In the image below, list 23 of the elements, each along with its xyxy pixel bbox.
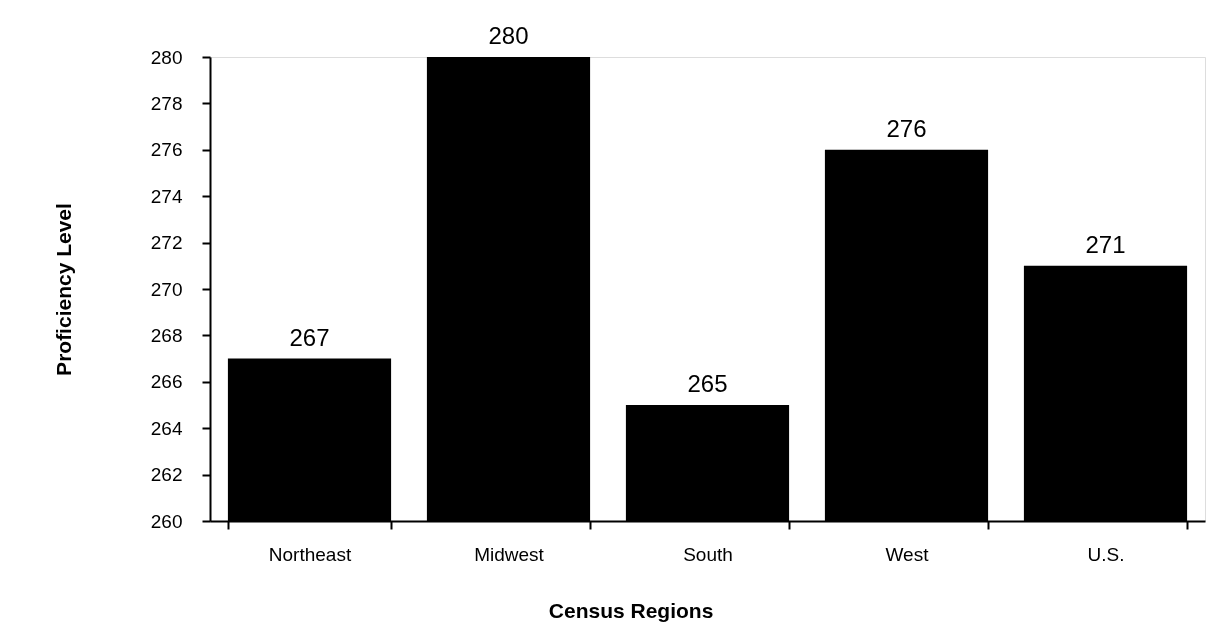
data-label: 276 — [886, 114, 927, 142]
x-tick-label: U.S. — [1087, 543, 1125, 565]
y-axis-title: Proficiency Level — [51, 203, 75, 376]
x-tick-label: Northeast — [268, 543, 352, 565]
x-axis-title: Census Regions — [548, 598, 714, 622]
x-tick-label: South — [683, 543, 733, 565]
y-tick-label: 270 — [150, 278, 183, 300]
y-tick-label: 278 — [150, 92, 183, 114]
y-tick-label: 276 — [150, 139, 183, 161]
y-tick-label: 268 — [150, 324, 183, 346]
y-tick-label: 260 — [150, 510, 183, 532]
data-label: 271 — [1085, 230, 1126, 258]
y-tick-label: 262 — [150, 464, 183, 486]
data-label: 265 — [687, 370, 728, 397]
x-tick-label: Midwest — [474, 543, 545, 565]
y-tick-label: 274 — [150, 185, 183, 207]
y-tick-label: 264 — [150, 417, 183, 439]
y-tick-label: 272 — [150, 232, 183, 254]
y-tick-label: 266 — [150, 371, 183, 393]
x-tick-label: West — [885, 543, 930, 565]
y-tick-label: 280 — [150, 46, 183, 68]
data-label: 267 — [289, 323, 330, 351]
data-label: 280 — [488, 22, 529, 49]
